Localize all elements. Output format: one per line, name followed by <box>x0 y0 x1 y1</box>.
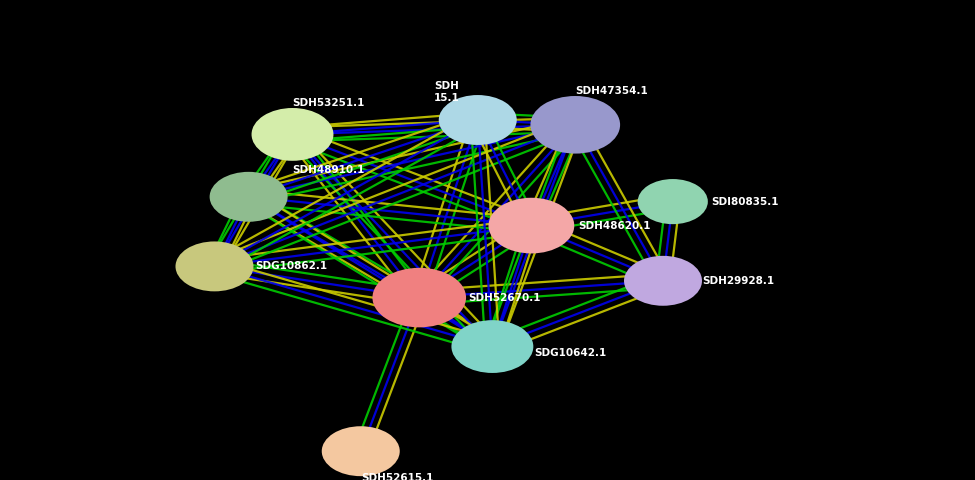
Text: SDG10642.1: SDG10642.1 <box>534 348 606 358</box>
Ellipse shape <box>488 198 574 253</box>
Ellipse shape <box>252 108 333 161</box>
Text: SDI80835.1: SDI80835.1 <box>712 197 779 206</box>
Ellipse shape <box>624 256 702 306</box>
Ellipse shape <box>439 95 517 145</box>
Text: SDH52615.1: SDH52615.1 <box>361 473 433 480</box>
Ellipse shape <box>322 426 400 476</box>
Ellipse shape <box>176 241 254 291</box>
Ellipse shape <box>451 320 533 373</box>
Ellipse shape <box>638 179 708 224</box>
Ellipse shape <box>210 172 288 222</box>
Text: SDG10862.1: SDG10862.1 <box>255 262 328 271</box>
Text: SDH48620.1: SDH48620.1 <box>578 221 650 230</box>
Text: SDH
15.1: SDH 15.1 <box>434 81 459 103</box>
Text: SDH52670.1: SDH52670.1 <box>468 293 540 302</box>
Ellipse shape <box>372 268 466 327</box>
Text: SDH47354.1: SDH47354.1 <box>575 86 648 96</box>
Text: SDH48910.1: SDH48910.1 <box>292 166 365 175</box>
Text: SDH29928.1: SDH29928.1 <box>702 276 774 286</box>
Ellipse shape <box>530 96 620 154</box>
Text: SDH53251.1: SDH53251.1 <box>292 98 365 108</box>
